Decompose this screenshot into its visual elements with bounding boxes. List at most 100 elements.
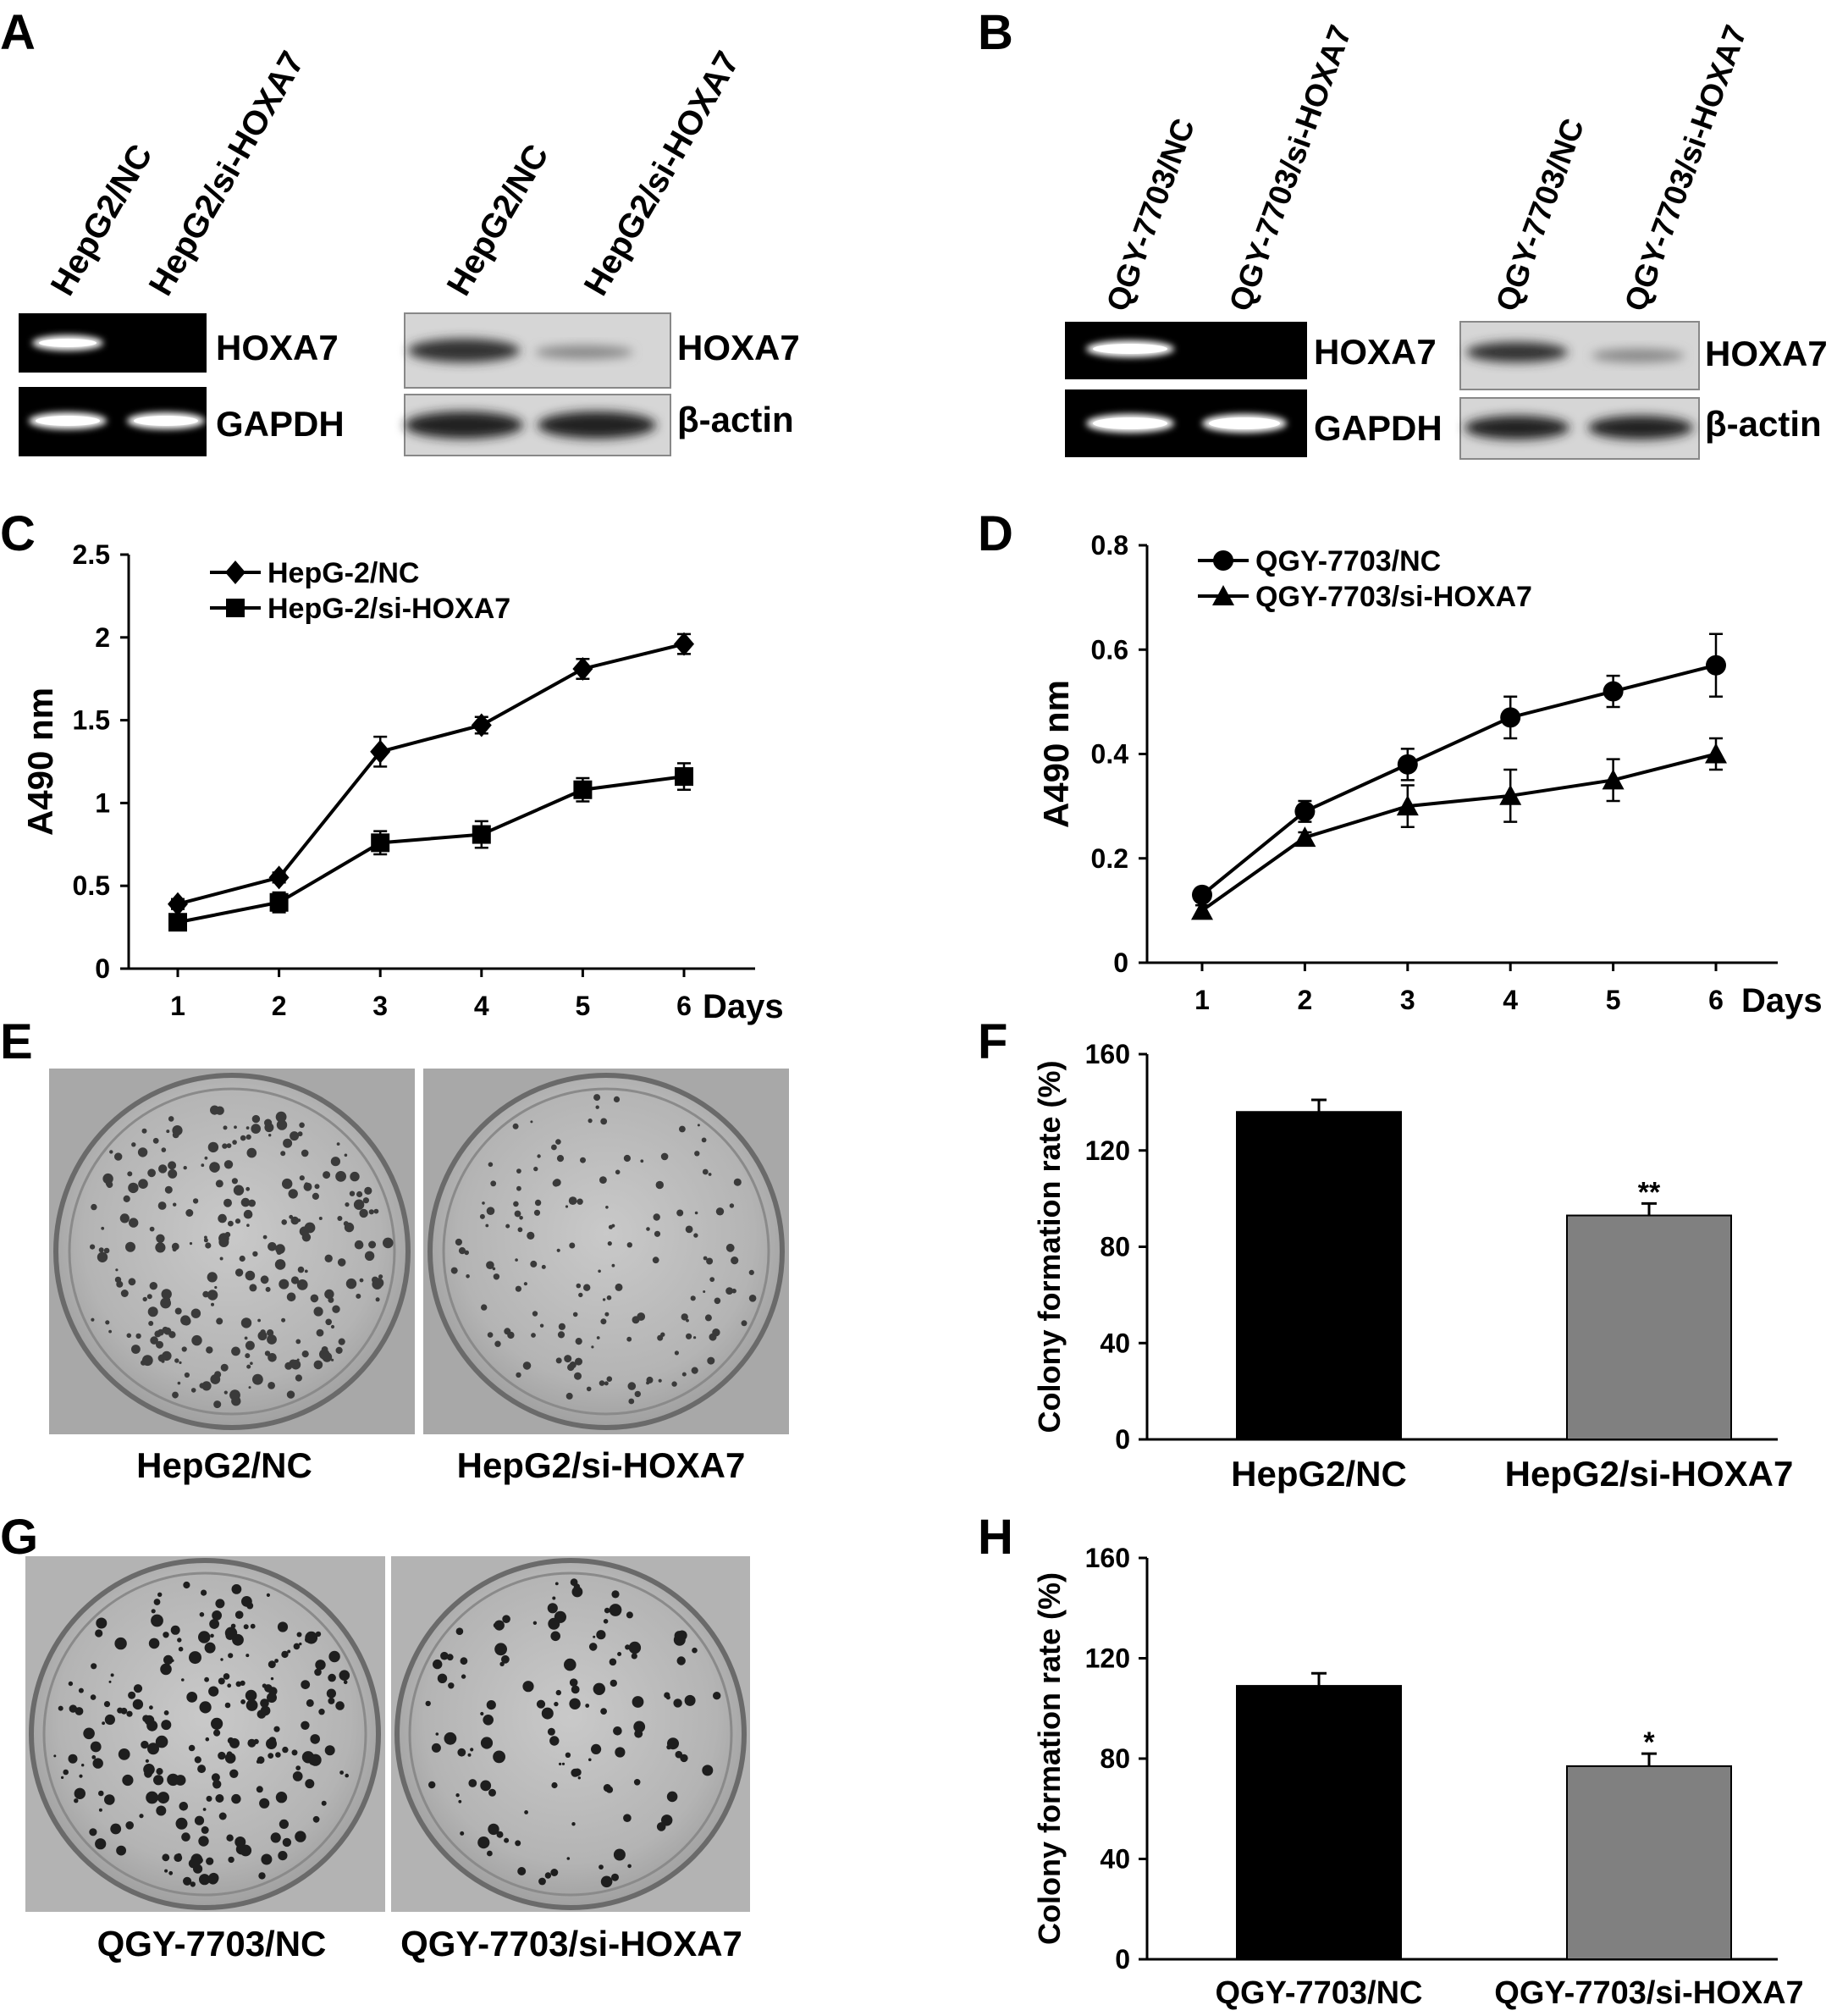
colony-dot [564,1355,572,1363]
colony-dot [223,1198,232,1207]
chart-c-series-1-point [572,656,593,681]
plate-image-hepg2-si [423,1069,789,1434]
colony-dot [431,1743,441,1753]
colony-dot [488,1823,499,1836]
colony-dot [223,1673,230,1680]
colony-dot [270,1676,274,1681]
colony-dot [353,1199,365,1210]
colony-dot [613,1848,626,1861]
colony-dot [146,1294,152,1300]
colony-dot [524,1810,528,1814]
colony-dot [278,1851,288,1861]
colony-dot [615,1747,626,1758]
colony-dot [483,1715,494,1726]
colony-dot [375,1297,380,1302]
colony-dot [533,1166,538,1172]
colony-dot [480,1780,492,1792]
colony-dot [486,1261,494,1269]
colony-dot [552,1596,556,1600]
colony-dot [204,1676,210,1682]
colony-dot [690,1295,696,1301]
colony-dot [324,1289,334,1300]
colony-dot [292,1771,303,1781]
plate-caption-g-2: QGY-7703/si-HOXA7 [400,1924,742,1964]
colony-dot [335,1346,343,1354]
colony-dot [477,1836,490,1849]
colony-dot [493,1750,505,1764]
colony-dot [174,1358,179,1363]
colony-dot [233,1185,245,1196]
colony-dot [425,1700,431,1707]
colony-dot [128,1691,136,1699]
chart-d-series-1-point [1192,884,1212,905]
colony-dot [458,1799,462,1803]
colony-dot [205,1242,212,1249]
colony-dot [697,1124,700,1127]
colony-dot [123,1195,130,1202]
protein-label-a-actin: β-actin [677,400,794,439]
colony-dot [550,1869,559,1876]
panel-letter-a: A [0,5,36,60]
colony-dot [90,1694,97,1700]
colony-dot [116,1280,124,1288]
colony-dot [198,1631,211,1643]
colony-dot [243,1209,253,1219]
colony-dot [702,1168,709,1175]
colony-dot [223,1125,228,1130]
colony-dot [608,1224,613,1229]
colony-dot [318,1217,323,1220]
colony-dot [98,1790,104,1797]
colony-dot [91,1203,97,1211]
colony-dot [593,1682,605,1696]
colony-dot [532,1311,538,1317]
colony-dot [266,1738,277,1749]
colony-dot [359,1208,368,1218]
colony-dot [328,1650,340,1663]
colony-dot [267,1334,277,1345]
colony-dot [183,1166,187,1170]
chart-c-x-tick-label: 1 [170,991,185,1021]
colony-dot [450,1267,458,1274]
colony-dot [218,1677,225,1685]
colony-dot [335,1171,346,1182]
colony-dot [305,1631,318,1644]
colony-dot [705,1766,713,1774]
colony-dot [231,1584,242,1594]
lane-label-b-wb-2: QGY-7703/si-HOXA7 [1618,20,1753,315]
colony-dot [215,1794,224,1803]
colony-dot [194,1815,205,1825]
colony-dot [98,1621,103,1625]
colony-dot [600,1875,613,1888]
chart-c-x-axis-label: Days [703,988,784,1025]
colony-dot [312,1192,319,1200]
colony-dot [637,1312,646,1321]
colony-dot [185,1209,194,1217]
colony-dot [168,1161,177,1170]
colony-dot [179,1361,182,1364]
colony-dot [286,1390,295,1399]
chart-f-y-axis-label: Colony formation rate (%) [1032,1060,1067,1433]
lane-label-a-rtpcr-2: HepG2/si-HOXA7 [142,45,312,301]
colony-dot [468,1779,477,1787]
colony-dot [321,1346,328,1353]
colony-dot [686,1318,689,1323]
colony-dot [127,1171,133,1177]
colony-dot [190,1881,196,1887]
colony-dot [583,1284,591,1291]
colony-dot [633,1721,646,1733]
colony-dot [228,1856,234,1864]
chart-d-series-2-point [1191,899,1213,920]
colony-dot [168,1116,174,1122]
colony-dot [536,1699,546,1709]
colony-dot [163,1654,174,1665]
lane-label-b-rtpcr-2: QGY-7703/si-HOXA7 [1222,20,1358,315]
colony-dot [613,1726,622,1736]
chart-f-bar-2 [1566,1214,1732,1440]
colony-dot [481,1304,488,1311]
gel-b [1065,322,1307,457]
colony-dot [122,1774,134,1787]
chart-d-series-1-point [1603,681,1624,702]
colony-dot [191,1334,202,1346]
colony-dot [658,1378,662,1383]
panel-letter-e: E [0,1014,33,1069]
